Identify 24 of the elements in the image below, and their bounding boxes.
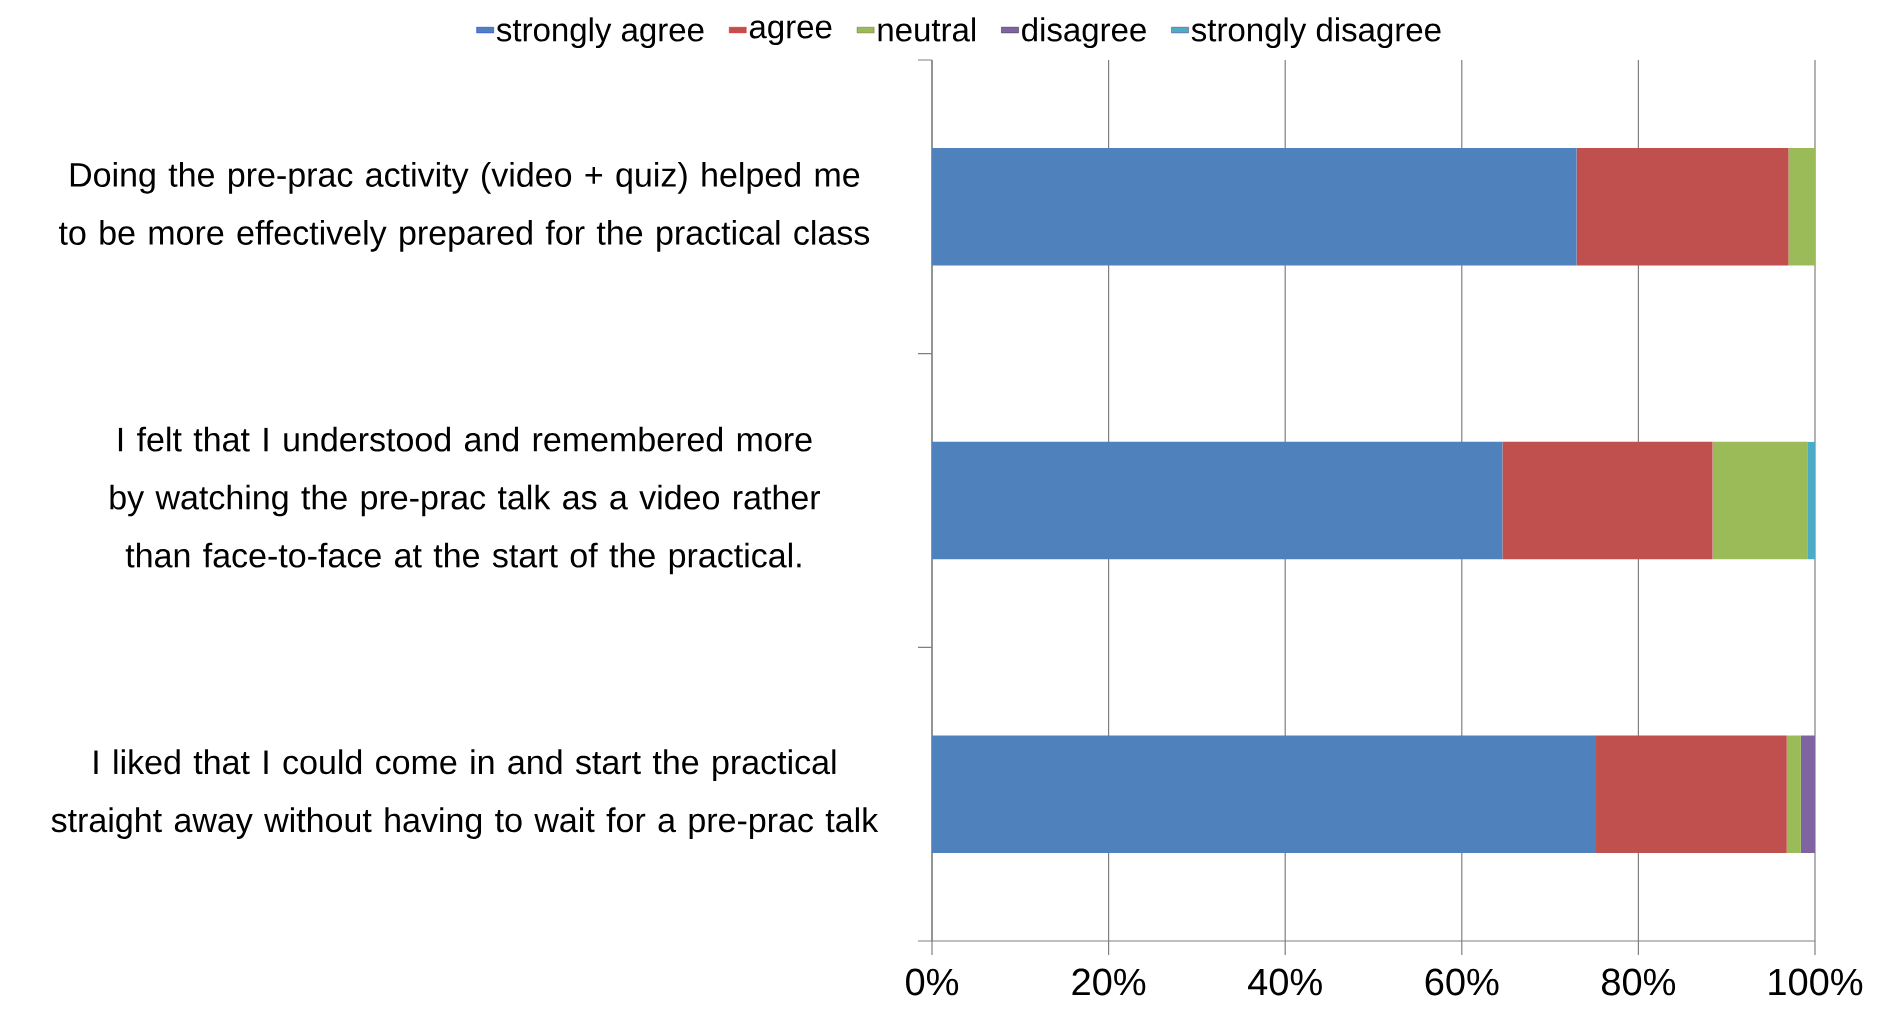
legend-label: agree [749,20,832,46]
y-tick-label: I felt that I understood and remembered more by watching the pre-prac talk as a video rather than face-to-face at the start of the practical. [110,426,820,575]
bar [1712,441,1808,560]
bar [1800,735,1815,853]
x-tick-label: 100% [1769,968,1863,996]
y-tick-label: I liked that I could come in and start the practical straight away without having to wait for a pre-prac talk [51,749,879,840]
legend-label: neutral [878,17,976,42]
y-tick-label: Doing the pre-prac activity (video + quiz) helped me to be more effectively prepared for the practical class [59,161,870,252]
x-tick-label: 40% [1248,968,1322,996]
bar [1596,735,1787,853]
legend-label: strongly agree [496,17,704,49]
bar [1786,735,1801,853]
bar [1576,148,1789,266]
x-tick-label: 0% [906,968,959,996]
x-tick-label: 80% [1602,968,1676,996]
bar [1502,441,1713,560]
bar [932,148,1577,266]
bar [932,441,1503,560]
legend-label: strongly disagree [1191,17,1441,49]
x-tick-label: 20% [1072,968,1146,996]
bar [1788,148,1815,266]
x-tick-label: 60% [1425,968,1499,996]
legend-label: disagree [1022,17,1146,49]
bar [932,735,1597,853]
